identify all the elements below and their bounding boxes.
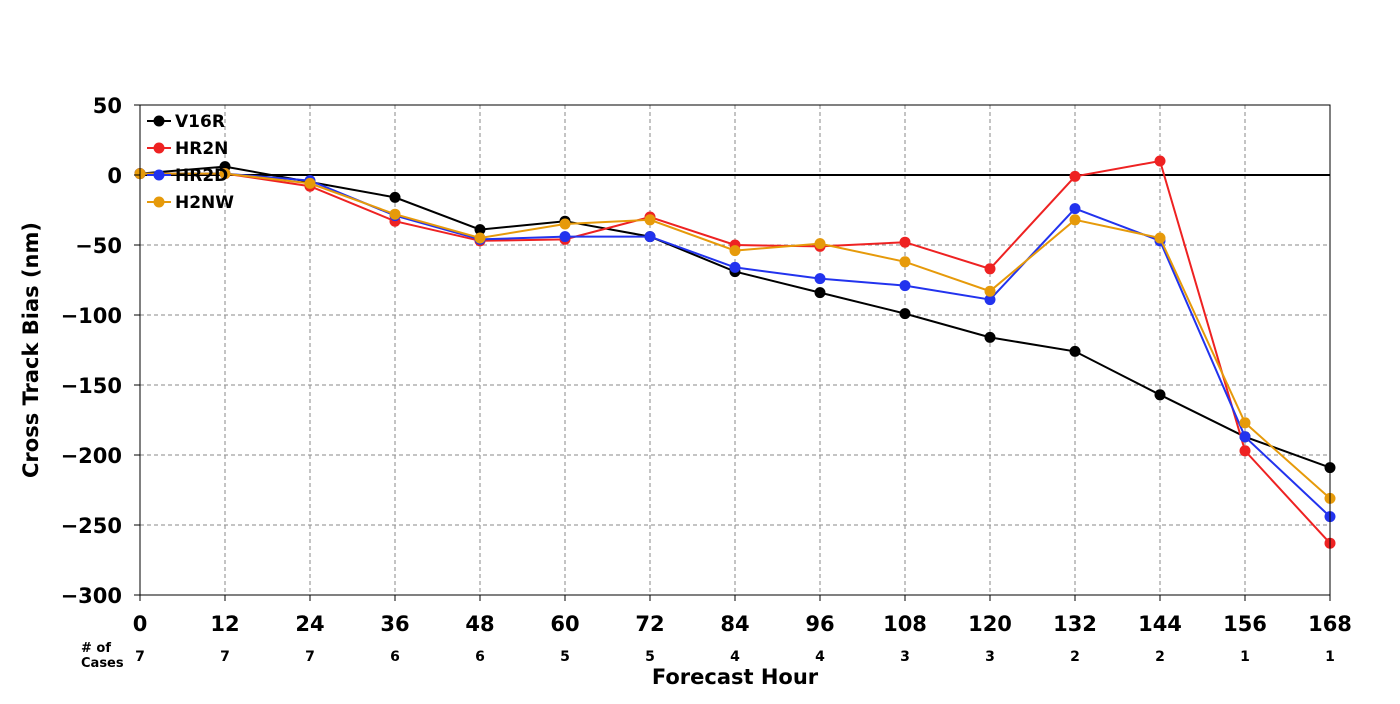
data-point-h2nw	[389, 208, 401, 220]
num-cases-label: 5	[560, 649, 570, 665]
y-tick-label: −250	[61, 514, 122, 538]
legend-marker-v16r	[153, 115, 165, 127]
data-point-v16r	[474, 224, 486, 236]
data-point-hr2n	[1239, 445, 1251, 457]
data-point-h2nw	[984, 285, 996, 297]
legend-label-hr2d: HR2D	[175, 166, 228, 186]
grid-layer	[140, 105, 1330, 595]
num-cases-label: 7	[220, 649, 230, 665]
x-tick-label: 156	[1223, 612, 1267, 636]
data-point-h2nw	[1239, 417, 1251, 429]
num-cases-label: 7	[135, 649, 145, 665]
series-layer	[134, 155, 1336, 549]
x-tick-label: 36	[380, 612, 409, 636]
data-point-hr2n	[899, 236, 911, 248]
legend-label-hr2n: HR2N	[175, 139, 228, 159]
num-cases-label: 2	[1070, 649, 1080, 665]
x-tick-label: 0	[133, 612, 148, 636]
data-point-hr2d	[559, 231, 571, 243]
y-axis-title: Cross Track Bias (nm)	[19, 222, 43, 478]
num-cases-label: 4	[815, 649, 825, 665]
x-tick-label: 72	[635, 612, 664, 636]
x-tick-label: 120	[968, 612, 1012, 636]
data-point-h2nw	[729, 245, 741, 257]
num-cases-label: 5	[645, 649, 655, 665]
y-tick-label: −50	[75, 234, 122, 258]
data-point-h2nw	[304, 177, 316, 189]
legend-marker-hr2d	[153, 169, 165, 181]
data-point-hr2d	[814, 273, 826, 285]
x-tick-label: 96	[805, 612, 834, 636]
data-point-hr2d	[1239, 431, 1251, 443]
legend-label-h2nw: H2NW	[175, 193, 234, 213]
legend-label-v16r: V16R	[175, 112, 225, 132]
y-tick-label: −150	[61, 374, 122, 398]
num-cases-label: 3	[985, 649, 995, 665]
data-point-v16r	[984, 331, 996, 343]
data-point-hr2n	[1069, 170, 1081, 182]
x-tick-label: 48	[465, 612, 494, 636]
y-tick-label: 50	[93, 94, 122, 118]
y-tick-label: −300	[61, 584, 122, 608]
cases-title: # of Cases	[81, 641, 124, 671]
data-point-h2nw	[474, 232, 486, 244]
legend: V16R HR2N HR2D H2NW	[147, 112, 234, 213]
num-cases-label: 6	[390, 649, 400, 665]
data-point-h2nw	[814, 238, 826, 250]
x-tick-label: 144	[1138, 612, 1182, 636]
num-cases-label: 4	[730, 649, 740, 665]
y-tick-label: −100	[61, 304, 122, 328]
data-point-hr2d	[729, 261, 741, 273]
axes-layer: 0712724736648660572584496410831203132214…	[19, 94, 1352, 689]
num-cases-label: 2	[1155, 649, 1165, 665]
data-point-v16r	[814, 287, 826, 299]
data-point-v16r	[1154, 389, 1166, 401]
x-tick-label: 60	[550, 612, 579, 636]
data-point-h2nw	[644, 214, 656, 226]
data-point-h2nw	[559, 218, 571, 230]
x-tick-label: 168	[1308, 612, 1352, 636]
y-tick-label: 0	[107, 164, 122, 188]
data-point-v16r	[899, 308, 911, 320]
data-point-v16r	[389, 191, 401, 203]
x-tick-label: 132	[1053, 612, 1097, 636]
data-point-hr2d	[984, 294, 996, 306]
num-cases-label: 1	[1240, 649, 1250, 665]
num-cases-label: 7	[305, 649, 315, 665]
legend-marker-h2nw	[153, 196, 165, 208]
data-point-h2nw	[1154, 232, 1166, 244]
data-point-h2nw	[899, 256, 911, 268]
data-point-hr2n	[1154, 155, 1166, 167]
data-point-hr2d	[644, 231, 656, 243]
data-point-hr2n	[984, 263, 996, 275]
num-cases-label: 3	[900, 649, 910, 665]
num-cases-label: 1	[1325, 649, 1335, 665]
y-tick-label: −200	[61, 444, 122, 468]
data-point-hr2d	[1069, 203, 1081, 215]
data-point-h2nw	[1069, 214, 1081, 226]
x-tick-label: 24	[295, 612, 324, 636]
x-axis-title: Forecast Hour	[652, 665, 819, 689]
data-point-hr2d	[899, 280, 911, 292]
num-cases-label: 6	[475, 649, 485, 665]
x-tick-label: 108	[883, 612, 927, 636]
x-tick-label: 84	[720, 612, 749, 636]
data-point-h2nw	[219, 168, 231, 180]
x-tick-label: 12	[210, 612, 239, 636]
data-point-v16r	[1069, 345, 1081, 357]
legend-marker-hr2n	[153, 142, 165, 154]
